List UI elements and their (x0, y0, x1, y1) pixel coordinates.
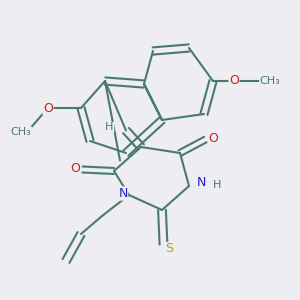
Text: N: N (196, 176, 206, 190)
Text: N: N (118, 187, 128, 200)
Text: CH₃: CH₃ (260, 76, 280, 86)
Text: CH₃: CH₃ (11, 127, 32, 137)
Text: O: O (43, 101, 53, 115)
Text: H: H (213, 179, 222, 190)
Text: O: O (208, 131, 218, 145)
Text: S: S (166, 242, 173, 256)
Text: O: O (229, 74, 239, 88)
Text: H: H (105, 122, 114, 133)
Text: O: O (70, 161, 80, 175)
